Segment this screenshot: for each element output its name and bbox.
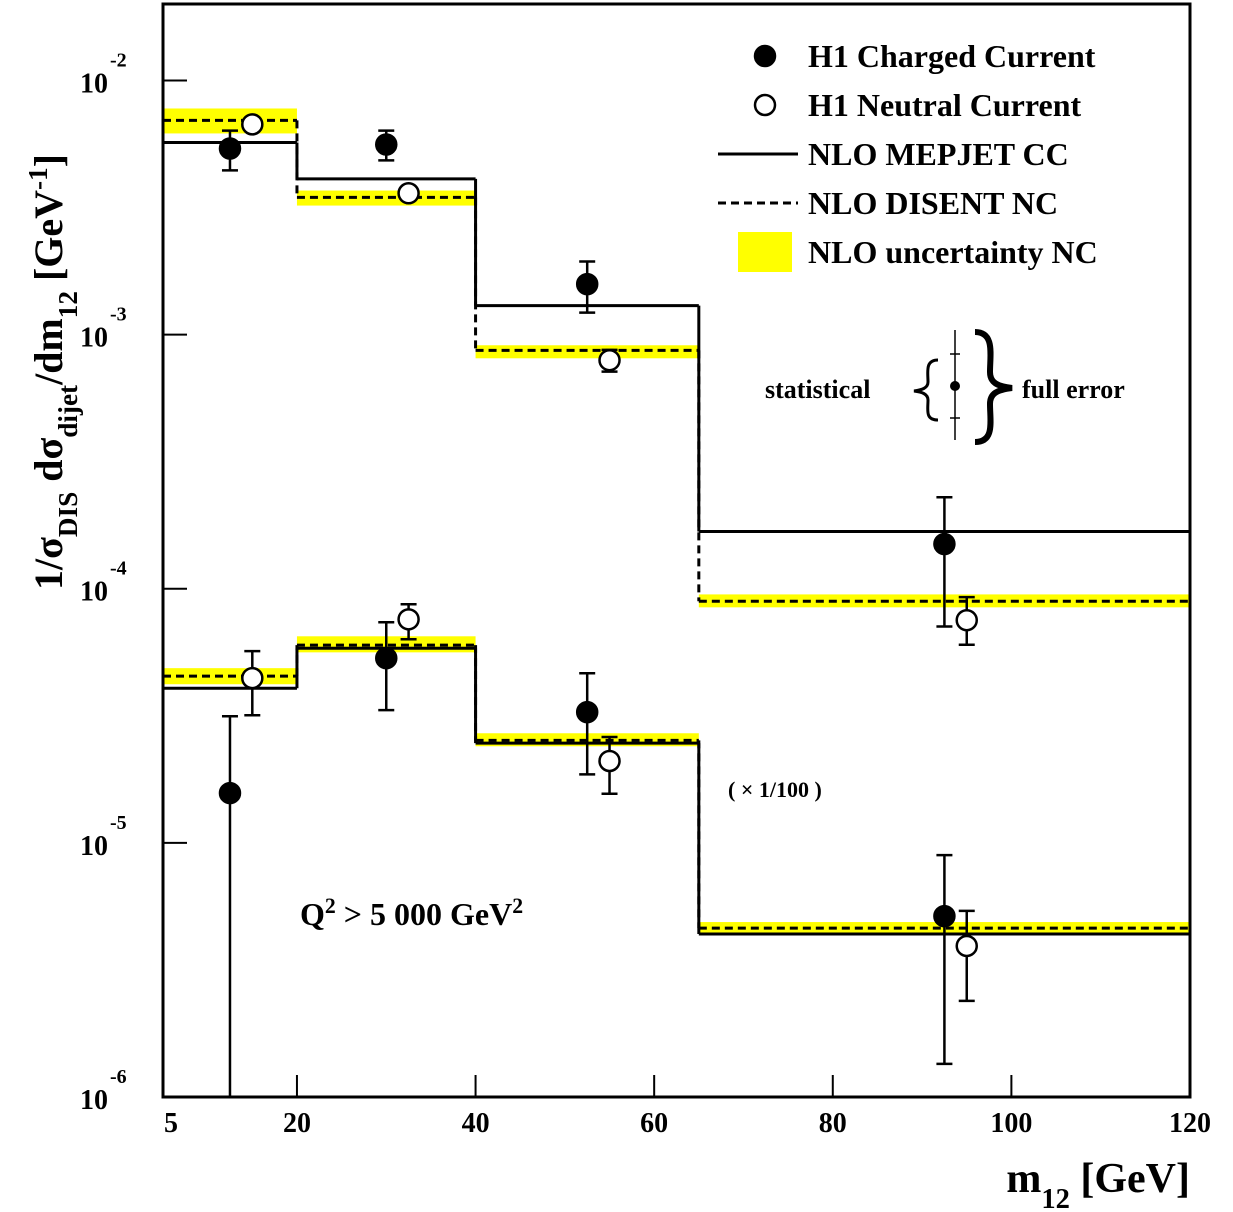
y-tick-exponent: -3 [110, 304, 127, 326]
x-tick-label: 120 [1169, 1108, 1211, 1139]
y-tick-base: 10 [80, 323, 108, 354]
legend-point [950, 381, 960, 391]
error-bar [936, 853, 953, 1066]
y-tick-exponent: -5 [110, 812, 127, 834]
open-point [955, 934, 978, 958]
stat-label: statistical [765, 375, 870, 404]
open-point [241, 113, 264, 136]
y-tick-base: 10 [80, 577, 108, 608]
label-part: dσ [26, 438, 71, 492]
label-part: dijet [53, 385, 83, 438]
x-tick-label: 100 [990, 1108, 1032, 1139]
y-tick-base: 10 [80, 1085, 108, 1116]
y-tick-exponent: -2 [110, 49, 127, 71]
error-bar [936, 496, 953, 628]
label-part: m [1006, 1156, 1041, 1202]
open-point [241, 666, 264, 690]
plot-frame [161, 2, 1192, 1099]
legend-label: NLO MEPJET CC [808, 136, 1069, 172]
filled-point [933, 904, 956, 928]
label-part: /dm [26, 318, 71, 386]
uncertainty-band [296, 190, 476, 206]
filled-point [375, 646, 398, 670]
y-tick-exponent: -4 [110, 558, 127, 580]
label-part: [GeV] [1070, 1156, 1190, 1202]
label-part: Q [300, 896, 325, 932]
y-tick-base: 10 [80, 68, 108, 99]
filled-point [375, 133, 398, 156]
filled-point [218, 781, 242, 805]
label-part: 12 [53, 291, 83, 318]
legend-label: H1 Neutral Current [808, 87, 1081, 123]
plot-layer [163, 108, 1190, 1097]
x-tick-label: 80 [819, 1108, 847, 1139]
legend-swatch [738, 232, 792, 272]
label-part: -1 [23, 167, 53, 190]
y-tick-label: 10-4 [80, 558, 127, 608]
plot-area [163, 4, 1190, 1097]
y-tick-label: 10-2 [80, 49, 127, 99]
scale-note: ( × 1/100 ) [728, 777, 822, 802]
legend-label: NLO uncertainty NC [808, 234, 1098, 270]
y-tick-exponent: -6 [110, 1066, 127, 1088]
full-brace [974, 329, 1013, 445]
y-tick-base: 10 [80, 831, 108, 862]
label-part: 2 [325, 894, 336, 918]
legend-marker [753, 93, 777, 117]
cut-label: Q2 > 5 000 GeV2 [300, 894, 523, 932]
open-point [955, 608, 978, 632]
open-point [397, 182, 420, 205]
full-label: full error [1022, 375, 1125, 404]
x-tick-label: 5 [164, 1108, 178, 1139]
legend-label: NLO DISENT NC [808, 185, 1058, 221]
x-tick-label: 40 [462, 1108, 490, 1139]
open-point [397, 608, 420, 631]
label-part: > 5 000 GeV [336, 896, 512, 932]
y-tick-label: 10-3 [80, 304, 127, 354]
label-part: 2 [512, 894, 523, 918]
x-tick-label: 60 [640, 1108, 668, 1139]
stat-brace [913, 358, 939, 422]
x-axis-label: m12 [GeV] [1006, 1156, 1190, 1212]
open-point [598, 348, 621, 372]
label-part: 1/σ [26, 537, 71, 590]
legend-label: H1 Charged Current [808, 38, 1096, 74]
filled-point [575, 700, 599, 724]
error-bar [579, 672, 596, 776]
filled-point [218, 137, 242, 160]
legend-marker [753, 44, 777, 68]
label-part: ] [26, 154, 71, 167]
y-axis-label: 1/σDIS dσdijet/dm12 [GeV-1] [23, 154, 83, 590]
filled-point [933, 532, 956, 556]
label-part: DIS [53, 492, 83, 537]
x-tick-label: 20 [283, 1108, 311, 1139]
y-tick-label: 10-6 [80, 1066, 127, 1116]
label-part: [GeV [26, 190, 71, 291]
filled-point [575, 272, 599, 296]
y-tick-label: 10-5 [80, 812, 127, 862]
open-point [598, 749, 621, 773]
label-part: 12 [1041, 1184, 1070, 1212]
